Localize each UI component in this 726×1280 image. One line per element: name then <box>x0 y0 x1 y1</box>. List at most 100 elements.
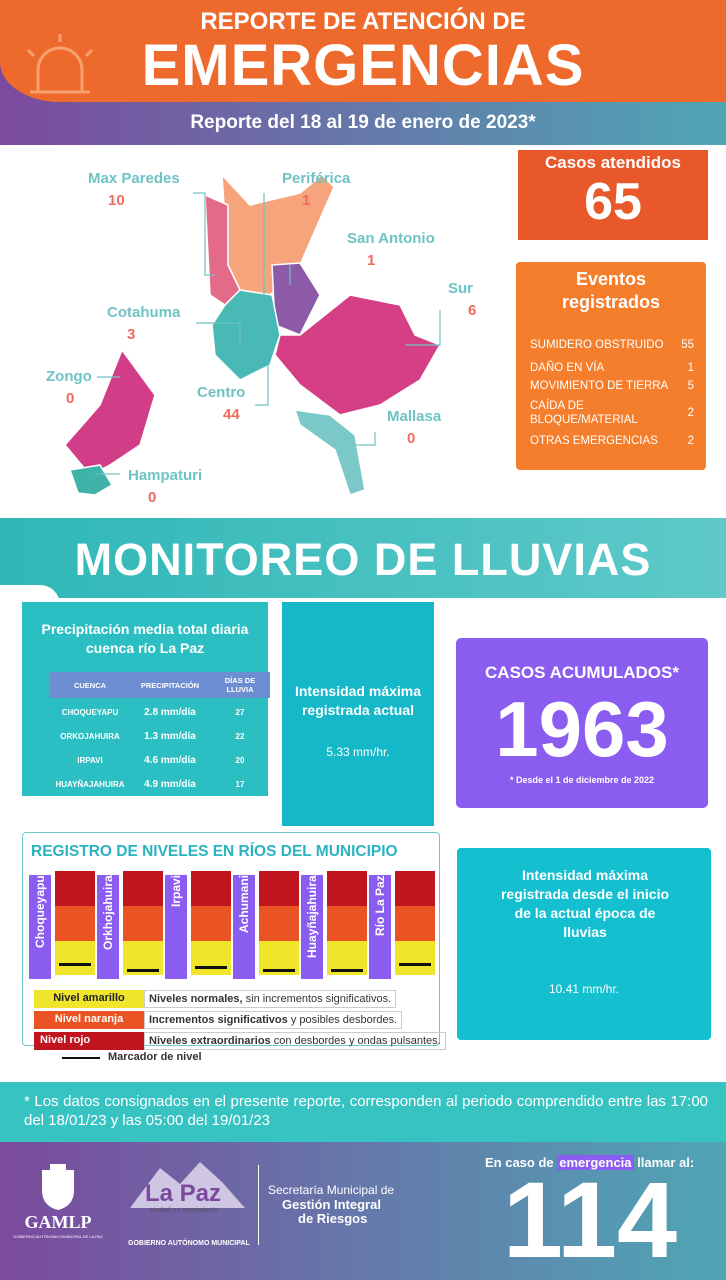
level-marker <box>263 969 295 972</box>
footer-divider <box>258 1165 259 1245</box>
lapaz-mountains <box>130 1162 245 1208</box>
level-orange <box>191 906 231 941</box>
level-red <box>55 871 95 906</box>
marker-sample <box>62 1057 100 1059</box>
table-cell: 20 <box>235 755 245 765</box>
river-gauge <box>191 871 231 975</box>
event-row: SUMIDERO OBSTRUIDO 55 <box>530 338 694 352</box>
table-row: IRPAVI 4.6 mm/día 20 <box>50 750 270 770</box>
legend-level: Nivel amarillo <box>34 990 144 1008</box>
district-value: 0 <box>66 390 75 407</box>
table-cell: CHOQUEYAPU <box>61 707 119 717</box>
lapaz-sub: GOBIERNO AUTÓNOMO MUNICIPAL <box>128 1240 250 1247</box>
district-value: 10 <box>108 192 125 209</box>
event-count: 2 <box>687 407 694 419</box>
river-name: Orkhojahuira <box>97 875 119 979</box>
level-yellow <box>55 941 95 975</box>
level-red <box>191 871 231 906</box>
level-marker <box>399 963 431 966</box>
lapaz: La Paz <box>145 1180 222 1207</box>
level-yellow <box>395 941 435 975</box>
legend-level: Nivel rojo <box>34 1032 144 1050</box>
river-name: Choqueyapu <box>29 875 51 979</box>
district-name: Cotahuma <box>107 304 181 321</box>
district-value: 0 <box>148 489 157 506</box>
legend-desc: Incrementos significativos y posibles de… <box>144 1011 403 1029</box>
legend-bold: Incrementos significativos <box>149 1014 288 1026</box>
level-red <box>327 871 367 906</box>
legend-level: Nivel naranja <box>34 1011 144 1029</box>
gamlp-sub: GOBIERNO AUTÓNOMO MUNICIPAL DE LA PAZ <box>13 1234 103 1239</box>
table-row: CHOQUEYAPU 2.8 mm/día 27 <box>50 702 270 722</box>
marker-label: Marcador de nivel <box>108 1051 202 1063</box>
table-cell: 4.6 mm/día <box>144 754 196 766</box>
table-header-cell: PRECIPITACIÓN <box>140 680 200 690</box>
table-row: HUAYÑAJAHUIRA 4.9 mm/día 17 <box>50 774 270 794</box>
title-line2: EMERGENCIAS <box>141 33 585 98</box>
alarm-icon <box>26 34 94 94</box>
district-value: 44 <box>223 406 240 423</box>
district-name: San Antonio <box>347 230 435 247</box>
table-header: CUENCA PRECIPITACIÓN DÍAS DE LLUVIA <box>50 672 270 698</box>
district-map <box>64 172 442 496</box>
district-name: Periférica <box>282 170 351 187</box>
table-header-cell: CUENCA <box>73 680 107 690</box>
legend-bold: Niveles extraordinarios <box>149 1035 271 1047</box>
lapaz-tag: ciudad en movimiento <box>150 1207 219 1214</box>
district-name: Hampaturi <box>128 467 203 484</box>
intensity-current-value: 5.33 mm/hr. <box>326 745 390 759</box>
level-orange <box>123 906 163 941</box>
event-label: DAÑO EN VÍA <box>530 362 605 374</box>
legend-desc: Niveles extraordinarios con desbordes y … <box>144 1032 446 1050</box>
footnote-band <box>0 1082 726 1142</box>
call-post: llamar al: <box>637 1155 695 1170</box>
intensity-current-label: Intensidad máxima registrada actual <box>294 683 422 718</box>
level-red <box>123 871 163 906</box>
district-value: 3 <box>127 326 136 343</box>
precip-title: Precipitación media total diaria cuenca … <box>41 621 249 656</box>
event-label: OTRAS EMERGENCIAS <box>530 435 658 447</box>
legend-rest: sin incrementos significativos. <box>245 993 392 1005</box>
accumulated-note: * Desde el 1 de diciembre de 2022 <box>509 775 655 785</box>
band-corner <box>0 585 60 605</box>
secretaria-3: de Riesgos <box>298 1211 368 1226</box>
call-number: 114 <box>502 1159 678 1280</box>
gamlp-crest <box>42 1164 74 1210</box>
legend-desc: Niveles normales, sin incrementos signif… <box>144 990 397 1008</box>
event-count: 5 <box>687 380 694 392</box>
district-name: Sur <box>448 280 474 297</box>
table-cell: 4.9 mm/día <box>144 778 196 790</box>
event-label: SUMIDERO OBSTRUIDO <box>530 339 664 351</box>
rain-band <box>0 518 726 598</box>
events-box: Eventos registrados SUMIDERO OBSTRUIDO 55… <box>516 262 706 470</box>
intensity-current-box <box>282 602 434 826</box>
event-label: MOVIMIENTO DE TIERRA <box>530 380 669 392</box>
table-cell: IRPAVI <box>77 755 103 765</box>
level-marker <box>127 969 159 972</box>
level-marker <box>59 963 91 966</box>
legend-bold: Niveles normales, <box>149 993 243 1005</box>
legend-row: Nivel naranja Incrementos significativos … <box>34 1011 403 1029</box>
river-gauge <box>55 871 95 975</box>
district-name: Mallasa <box>387 408 442 425</box>
event-row: MOVIMIENTO DE TIERRA 5 <box>530 379 694 393</box>
accumulated-value: 1963 <box>495 685 669 773</box>
event-row: OTRAS EMERGENCIAS 2 <box>530 434 694 448</box>
river-name: Achumani <box>233 875 255 979</box>
header-orange <box>0 0 726 102</box>
river-gauge <box>327 871 367 975</box>
secretaria-1: Secretaría Municipal de <box>268 1183 395 1197</box>
legend-row: Nivel amarillo Niveles normales, sin incr… <box>34 990 397 1008</box>
table-header-bg <box>50 672 270 698</box>
cases-label: Casos atendidos <box>544 153 682 172</box>
precip-box: Precipitación media total diaria cuenca … <box>22 602 270 796</box>
district-name: Max Paredes <box>88 170 180 187</box>
table-cell: ORKOJAHUIRA <box>60 731 120 741</box>
event-count: 55 <box>681 339 694 351</box>
call-word: emergencia <box>557 1155 634 1170</box>
rivers-box: REGISTRO DE NIVELES EN RÍOS DEL MUNICIPI… <box>22 832 440 1046</box>
accumulated-box <box>456 638 708 808</box>
legend-row: Nivel rojo Niveles extraordinarios con de… <box>34 1032 446 1050</box>
secretaria-2: Gestión Integral <box>282 1197 381 1212</box>
